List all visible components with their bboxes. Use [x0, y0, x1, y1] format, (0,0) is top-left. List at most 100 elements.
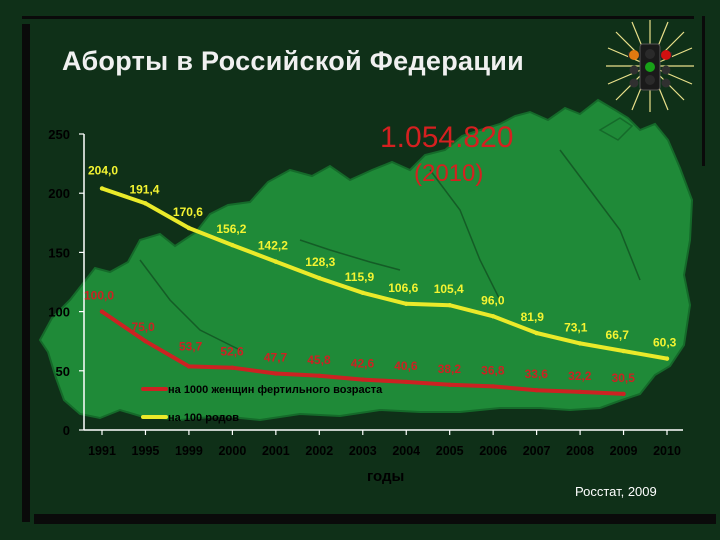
data-point: [621, 348, 626, 354]
data-point: [404, 301, 409, 306]
data-label: 60,3: [653, 336, 677, 350]
data-label: 170,6: [173, 205, 203, 219]
data-label: 52,6: [220, 345, 244, 359]
data-label: 33,6: [525, 367, 549, 381]
y-tick-label: 50: [56, 364, 70, 379]
data-point: [99, 309, 105, 314]
data-point: [273, 259, 279, 264]
map-coast-island: [598, 117, 634, 141]
x-tick-label: 1991: [88, 444, 116, 458]
frame-left-bar: [22, 24, 30, 522]
total-abortions: 1.054.820: [380, 121, 514, 154]
map-ridge-3: [559, 149, 641, 281]
legend-label: на 100 родов: [168, 412, 239, 424]
data-point: [490, 384, 496, 389]
y-tick-label: 250: [48, 127, 70, 142]
data-point: [621, 391, 626, 397]
x-axis-label: годы: [367, 468, 405, 485]
series-layer: 100,0 75,0 53,7 52,6 47,7 45,8 42,6 40,6 38,2 36,…: [84, 163, 677, 397]
x-tick-label: 2007: [523, 444, 551, 458]
russia-map-shape: [38, 98, 694, 422]
x-tick-label: 2009: [610, 444, 638, 458]
chart-axes: [79, 133, 683, 435]
data-label: 191,4: [129, 182, 159, 196]
page-title: Аборты в Российской Федерации: [62, 46, 525, 76]
y-tick-label: 0: [63, 423, 70, 438]
frame-top-line: [22, 16, 694, 19]
x-tick-label: 2008: [566, 444, 594, 458]
data-label: 45,8: [307, 353, 331, 367]
map-ridge-1: [139, 259, 241, 351]
data-label: 96,0: [481, 293, 505, 307]
x-tick-label: 2006: [479, 444, 507, 458]
data-point: [317, 373, 322, 378]
map-ridge-2: [429, 169, 501, 301]
series-line-per-100-births: [100, 186, 669, 361]
data-point: [664, 356, 670, 361]
total-year: (2010): [414, 160, 484, 187]
source-note: Росстат, 2009: [575, 484, 657, 499]
data-point: [186, 364, 192, 369]
data-label: 73,1: [564, 320, 588, 334]
frame-right-line: [702, 16, 705, 166]
data-label: 156,2: [216, 222, 246, 236]
y-tick-label: 150: [48, 245, 70, 260]
data-point: [360, 290, 365, 295]
data-label: 106,6: [388, 281, 418, 295]
x-tick-label: 1995: [132, 444, 160, 458]
y-tick-label: 100: [48, 305, 70, 320]
data-label: 36,8: [481, 363, 505, 377]
data-point: [577, 389, 583, 395]
data-label: 105,4: [434, 282, 464, 296]
data-point: [490, 314, 496, 319]
data-point: [577, 341, 583, 346]
data-label: 115,9: [345, 270, 375, 284]
russia-map: [38, 98, 694, 422]
data-label: 75,0: [131, 320, 155, 334]
data-label: 42,6: [351, 357, 375, 371]
data-point: [404, 379, 409, 385]
y-tick-label: 200: [48, 186, 70, 201]
data-label: 32,2: [568, 369, 592, 383]
data-label: 100,0: [84, 289, 114, 303]
y-tick-labels: 0 50 100 150 200 250: [48, 127, 70, 438]
data-label: 66,7: [606, 328, 630, 342]
frame-bottom-bar: [34, 514, 716, 524]
x-tick-label: 2001: [262, 444, 290, 458]
data-label: 40,6: [394, 359, 418, 373]
data-label: 47,7: [264, 351, 288, 365]
data-point: [230, 365, 235, 370]
x-tick-label: 2010: [653, 444, 681, 458]
x-tick-label: 1999: [175, 444, 203, 458]
data-point: [447, 382, 452, 387]
data-point: [317, 275, 322, 281]
data-label: 128,3: [305, 255, 335, 269]
data-point: [186, 225, 192, 231]
data-point: [143, 339, 148, 344]
data-label: 142,2: [258, 239, 288, 253]
x-tick-label: 2005: [436, 444, 464, 458]
legend-label: на 1000 женщин фертильного возраста: [168, 384, 383, 396]
data-label: 81,9: [521, 310, 545, 324]
x-tick-label: 2003: [349, 444, 377, 458]
data-point: [534, 388, 539, 393]
chart-legend: на 1000 женщин фертильного возраста на 10…: [141, 384, 383, 424]
map-ridge-4: [299, 239, 401, 271]
data-point: [99, 186, 105, 191]
data-label: 30,5: [612, 371, 636, 385]
data-label: 204,0: [88, 163, 118, 177]
x-tick-label: 2000: [218, 444, 246, 458]
data-point: [534, 330, 539, 336]
data-point: [230, 242, 235, 248]
x-tick-labels: 1991 1995 1999 2000 2001 2002 2003 2004 2005 2006…: [88, 444, 681, 458]
x-tick-label: 2004: [392, 444, 420, 458]
data-point: [143, 201, 148, 206]
x-tick-label: 2002: [305, 444, 333, 458]
data-point: [447, 303, 452, 308]
data-point: [360, 377, 365, 382]
traffic-light-emblem-icon: [606, 20, 694, 112]
data-point: [273, 371, 279, 376]
data-label: 38,2: [438, 362, 462, 376]
